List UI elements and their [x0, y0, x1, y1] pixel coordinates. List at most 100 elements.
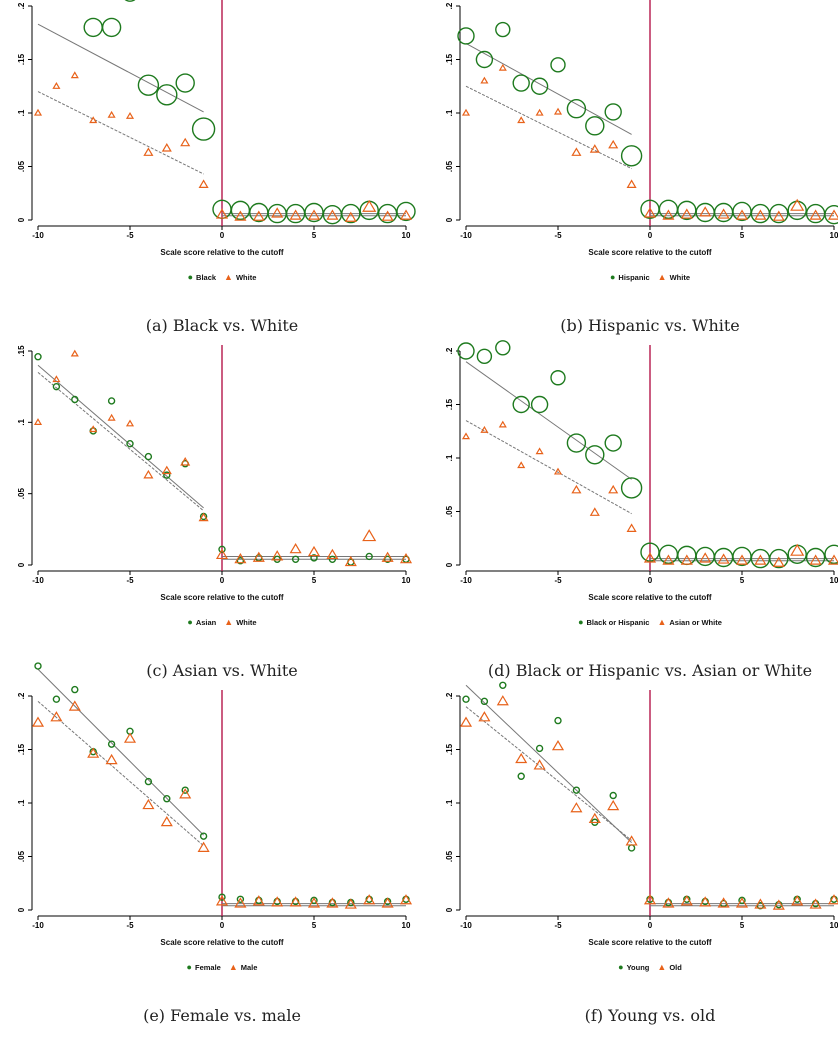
point-white	[107, 413, 116, 421]
x-tick-label: -10	[32, 231, 44, 240]
point-black	[230, 200, 251, 221]
x-tick-label: 0	[648, 576, 653, 585]
point-black-or-hispanic	[695, 546, 715, 567]
legend-label: Female	[194, 963, 221, 972]
point-asian-or-white	[589, 507, 600, 516]
point-white	[735, 209, 749, 220]
y-tick-label: .2	[17, 2, 26, 9]
point-asian-or-white	[827, 554, 838, 565]
legend-item: ● Hispanic	[609, 272, 650, 282]
fit-line-left	[465, 420, 632, 515]
legend-label: Black or Hispanic	[586, 618, 650, 627]
point-asian-or-white	[498, 420, 507, 428]
legend-item: ▲ Male	[229, 962, 258, 972]
point-white	[52, 82, 61, 89]
point-white	[215, 548, 229, 560]
point-asian-or-white	[735, 554, 749, 565]
point-white	[362, 199, 377, 212]
panel-caption: (b) Hispanic vs. White	[560, 316, 740, 335]
legend-label: White	[669, 273, 691, 282]
point-asian	[52, 382, 61, 391]
legend-item: ● Asian	[187, 617, 216, 627]
legend-label: White	[235, 273, 257, 282]
point-black	[396, 201, 416, 222]
legend-item: ▲ White	[224, 272, 257, 282]
x-tick-label: -5	[554, 231, 562, 240]
point-black	[322, 204, 343, 225]
point-male	[399, 894, 413, 905]
point-asian	[310, 554, 318, 562]
legend-triangle-icon: ▲	[657, 272, 667, 282]
point-young	[480, 697, 489, 706]
x-tick-label: 10	[830, 921, 838, 930]
point-female	[218, 893, 226, 901]
fit-line-left	[37, 91, 204, 175]
point-white	[70, 71, 79, 79]
point-white	[809, 209, 822, 220]
point-white	[589, 144, 600, 153]
point-hispanic	[620, 145, 643, 167]
legend-item: ▲ Asian or White	[657, 617, 721, 627]
point-black-or-hispanic	[805, 547, 826, 568]
point-male	[123, 732, 137, 743]
y-tick-label: .1	[17, 799, 26, 806]
legend: ● Hispanic ▲ White	[450, 272, 838, 282]
point-old	[459, 716, 473, 727]
point-hispanic	[566, 99, 587, 119]
chart-panel-3: 0 .05 .1 .15 -10 -5 0 5 10 Scale score relative t…	[0, 345, 413, 680]
point-asian-or-white	[480, 425, 489, 433]
point-male	[105, 753, 118, 765]
y-tick-label: .15	[445, 398, 454, 410]
point-hispanic	[495, 21, 511, 38]
point-old	[533, 759, 546, 770]
x-axis-title: Scale score relative to the cutoff	[588, 593, 712, 602]
x-tick-label: 0	[220, 921, 225, 930]
point-asian-or-white	[680, 554, 693, 565]
point-white	[754, 209, 767, 220]
point-young	[517, 772, 525, 780]
y-tick-label: 0	[17, 562, 26, 567]
point-white	[480, 76, 489, 84]
point-male	[234, 897, 247, 908]
point-white	[344, 555, 357, 567]
point-white	[553, 107, 563, 115]
point-asian-or-white	[626, 523, 637, 532]
chart-svg: 0 .05 .1 .15 .2 -10 -5 0 5 10	[445, 340, 838, 585]
point-white	[271, 207, 284, 218]
point-male	[326, 897, 339, 908]
point-female	[199, 832, 208, 840]
point-asian-or-white	[662, 554, 675, 565]
x-tick-label: 5	[312, 231, 317, 240]
point-black-or-hispanic	[457, 342, 475, 360]
point-asian	[71, 395, 79, 404]
point-old	[496, 695, 509, 706]
point-black-or-hispanic	[512, 395, 530, 414]
point-black-or-hispanic	[713, 547, 734, 568]
point-white	[381, 210, 394, 221]
chart-svg: 0 .05 .1 .15 .2 -10 -5 0 5 10	[17, 0, 416, 240]
point-old	[625, 835, 638, 846]
point-male	[215, 895, 229, 906]
point-white	[289, 543, 302, 554]
point-young	[462, 695, 470, 703]
chart-svg: 0 .05 .1 .15 -10 -5 0 5 10	[17, 345, 413, 585]
point-white	[680, 208, 693, 219]
point-white	[662, 209, 675, 220]
legend-label: Hispanic	[618, 273, 650, 282]
x-tick-label: 5	[740, 576, 745, 585]
point-hispanic	[824, 204, 838, 225]
point-white	[289, 209, 302, 220]
point-male	[307, 897, 321, 908]
point-hispanic	[530, 77, 549, 95]
point-male	[179, 788, 192, 799]
x-tick-label: -5	[554, 576, 562, 585]
legend-label: Young	[626, 963, 650, 972]
point-male	[344, 898, 357, 909]
legend-circle-icon: ●	[609, 272, 616, 282]
point-white	[517, 116, 526, 124]
point-asian	[126, 440, 134, 448]
y-tick-label: .05	[17, 488, 26, 500]
point-asian	[107, 397, 116, 405]
y-tick-label: .2	[17, 692, 26, 699]
y-tick-label: .15	[445, 743, 454, 755]
